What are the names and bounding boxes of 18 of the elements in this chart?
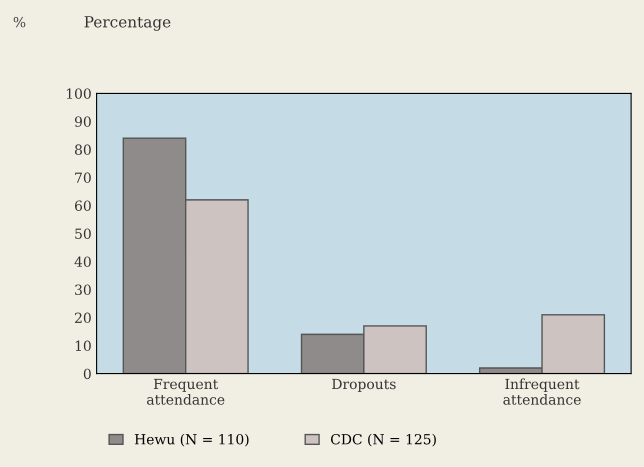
y-tick-label: 40 [74, 256, 91, 267]
legend-label: Hewu (N = 110) [134, 434, 249, 446]
y-tick-label: 0 [84, 368, 91, 380]
y-tick-label: 20 [75, 312, 91, 324]
y-tick-label: 30 [75, 284, 91, 296]
text: % [14, 16, 26, 28]
legend-label: CDC (N = 125) [330, 434, 436, 446]
y-tick-label: 50 [75, 228, 91, 239]
x-tick-label: Infrequent attendance [503, 378, 581, 405]
y-tick-label: 80 [74, 144, 91, 155]
x-tick-label: Frequent attendance [147, 378, 224, 405]
y-tick-label: 60 [74, 200, 91, 211]
x-tick-label: Dropouts [332, 378, 396, 392]
y-tick-label: 90 [74, 116, 91, 127]
y-tick-label: 10 [76, 340, 91, 352]
y-tick-label: 100 [66, 88, 91, 99]
y-tick-label: 70 [75, 172, 91, 183]
chart-title: Percentage [84, 16, 170, 31]
